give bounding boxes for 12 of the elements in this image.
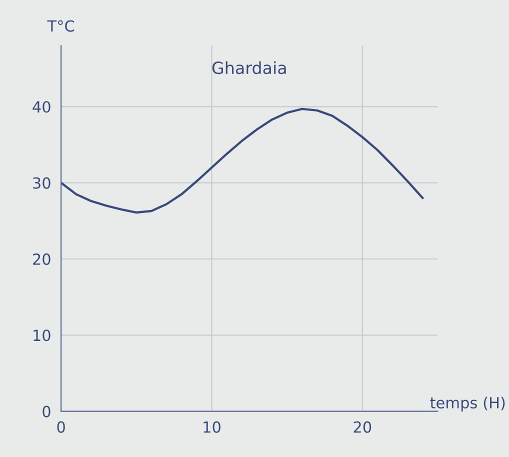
y-tick-label: 40 — [32, 101, 50, 113]
x-axis-title: temps (H) — [430, 396, 505, 412]
line-series — [61, 108, 424, 214]
x-tick-label: 10 — [204, 421, 220, 433]
y-axis-title: T°C — [47, 20, 74, 32]
y-tick-label: 20 — [33, 253, 50, 265]
text: Ghardaia — [212, 61, 286, 74]
x-tick-label: 0 — [57, 421, 65, 433]
y-tick-label: 30 — [33, 177, 50, 189]
y-tick-label: 10 — [34, 330, 50, 342]
x-tick-label: 20 — [354, 421, 372, 433]
y-tick-label: 0 — [42, 406, 50, 418]
